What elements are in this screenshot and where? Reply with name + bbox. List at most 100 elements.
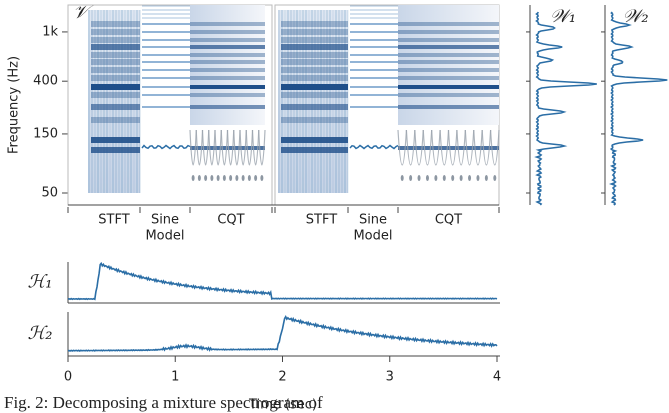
activation-curve — [67, 314, 498, 352]
cqt-lobe — [425, 175, 429, 181]
stft-column — [347, 10, 349, 193]
stft-column — [127, 10, 129, 193]
activation-title: ℋ₂ — [27, 323, 52, 344]
stft-band — [281, 147, 348, 153]
stft — [278, 10, 348, 193]
cqt-band — [398, 76, 499, 80]
stft-column — [124, 10, 126, 193]
caption: Fig. 2: Decomposing a mixture spectrogra… — [4, 393, 323, 412]
sine-track — [349, 144, 399, 150]
stft-column — [103, 10, 105, 193]
stft-column — [332, 10, 334, 193]
stft-column — [281, 10, 283, 193]
cqt-lobe — [397, 129, 408, 166]
cqt-lobe — [434, 175, 438, 181]
cqt-lobe — [204, 175, 208, 181]
stft-column — [106, 10, 108, 193]
section-label: Sine — [359, 213, 387, 228]
y-tick-label: 150 — [33, 126, 58, 141]
cqt-lobe — [239, 129, 247, 166]
cqt-lobe — [456, 129, 466, 166]
cqt-lobe — [245, 129, 254, 166]
stft-column — [118, 10, 120, 193]
stft-band — [91, 117, 140, 123]
x-tick-label: 2 — [278, 370, 286, 385]
section-label: STFT — [306, 213, 337, 228]
stft-column — [293, 10, 295, 193]
cqt-band — [398, 60, 499, 64]
stft-column — [100, 10, 102, 193]
cqt-lobe — [417, 175, 421, 181]
stft-band — [281, 117, 348, 123]
stft-band — [91, 137, 140, 143]
cqt-band — [398, 68, 499, 72]
section-label: Model — [145, 229, 184, 244]
stft-column — [278, 10, 280, 193]
stft-band — [91, 92, 140, 98]
cqt-lobe — [431, 129, 441, 166]
cqt-lobe — [241, 175, 245, 181]
section-label: STFT — [98, 213, 129, 228]
cqt-lobe — [233, 129, 241, 166]
cqt-lobe — [235, 175, 239, 181]
stft-band — [91, 147, 140, 153]
template-title: 𝒲₂ — [622, 6, 648, 27]
stft-column — [109, 10, 111, 193]
cqt-lobe — [210, 175, 214, 181]
cqt-lobe — [484, 175, 488, 181]
stft-column — [94, 10, 96, 193]
stft-column — [296, 10, 298, 193]
x-tick-label: 4 — [493, 370, 501, 385]
cqt-lobe — [197, 175, 201, 181]
cqt-lobe — [405, 129, 416, 166]
sine-track — [141, 144, 191, 150]
cqt-lobe — [447, 129, 458, 166]
cqt-band — [190, 53, 265, 57]
stft-column — [335, 10, 337, 193]
cqt-lobe — [473, 129, 483, 166]
stft-column — [88, 10, 90, 193]
stft-band — [91, 44, 140, 50]
stft — [88, 10, 140, 193]
stft-column — [139, 10, 141, 193]
stft-column — [136, 10, 138, 193]
x-tick-label: 0 — [64, 370, 72, 385]
cqt-lobe — [459, 175, 463, 181]
cqt-lobe — [214, 129, 222, 166]
section-label: Sine — [151, 213, 179, 228]
x-axis-label: Time (sec) — [248, 398, 317, 413]
stft-column — [121, 10, 123, 193]
cqt-band — [190, 85, 265, 89]
cqt-band — [190, 38, 265, 42]
cqt-band — [190, 22, 265, 26]
stft-band — [91, 52, 140, 58]
stft-band — [91, 84, 140, 90]
stft-band — [281, 104, 348, 110]
cqt-lobe — [189, 129, 197, 166]
stft-column — [299, 10, 301, 193]
section-label: Model — [353, 229, 392, 244]
stft-column — [317, 10, 319, 193]
stft-column — [287, 10, 289, 193]
stft-band — [281, 84, 348, 90]
cqt-lobe — [414, 129, 424, 166]
cqt-lobe — [476, 175, 480, 181]
stft-column — [320, 10, 322, 193]
stft-column — [314, 10, 316, 193]
cqt-lobe — [254, 175, 258, 181]
stft-band — [91, 59, 140, 65]
stft-column — [97, 10, 99, 193]
x-tick-label: 3 — [386, 370, 394, 385]
cqt-lobe — [251, 129, 260, 166]
cqt-band — [190, 60, 265, 64]
cqt-lobe — [493, 175, 497, 181]
cqt-lobe — [422, 129, 433, 166]
cqt-band — [190, 93, 265, 97]
cqt-band — [398, 38, 499, 42]
cqt-band — [190, 146, 265, 150]
cqt-lobe — [442, 175, 446, 181]
stft-column — [130, 10, 132, 193]
stft-column — [338, 10, 340, 193]
cqt-lobe — [464, 129, 475, 166]
